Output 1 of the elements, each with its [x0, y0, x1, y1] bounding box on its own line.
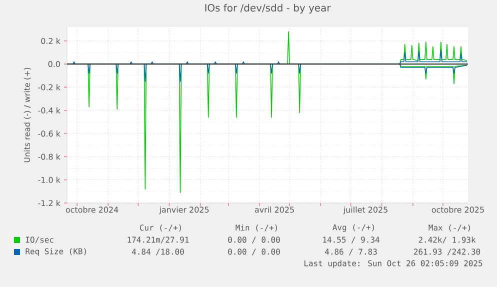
chart-title: IOs for /dev/sdd - by year	[205, 4, 331, 14]
